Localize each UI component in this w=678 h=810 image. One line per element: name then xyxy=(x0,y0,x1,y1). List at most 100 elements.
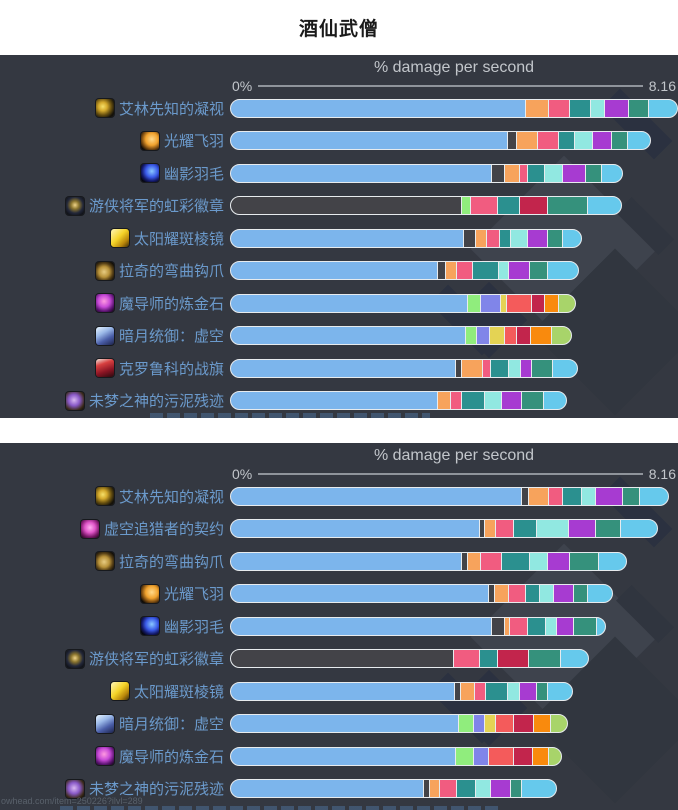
bar-segment-dark[interactable] xyxy=(455,682,460,700)
bar-segment-crimson[interactable] xyxy=(514,747,532,765)
bar-segment-sky[interactable] xyxy=(544,392,566,410)
bar-segment-pink[interactable] xyxy=(487,229,499,247)
bar-segment-orange[interactable] xyxy=(468,552,480,570)
bar-segment-purple[interactable] xyxy=(554,585,573,603)
trinket-label[interactable]: 虚空追猎者的契约 xyxy=(0,518,224,539)
bar-segment-teal[interactable] xyxy=(528,617,545,635)
bar-segment-salmon[interactable] xyxy=(507,294,531,312)
bar-segment-orange[interactable] xyxy=(495,585,508,603)
bar-segment-orange[interactable] xyxy=(505,617,509,635)
bar-segment-yellow[interactable] xyxy=(490,327,504,345)
bar-segment-purple[interactable] xyxy=(528,229,547,247)
bar-segment-ygreen[interactable] xyxy=(552,327,571,345)
bar-segment-purple[interactable] xyxy=(596,487,622,505)
bar-segment-teal2[interactable] xyxy=(574,617,596,635)
bar-segment-pink[interactable] xyxy=(451,392,461,410)
bar-segment-teal2[interactable] xyxy=(511,780,521,798)
trinket-label[interactable]: 拉奇的弯曲钩爪 xyxy=(0,551,224,572)
bar-segment-purple[interactable] xyxy=(548,552,569,570)
bar-segment-blue[interactable] xyxy=(231,780,423,798)
trinket-label[interactable]: 幽影羽毛 xyxy=(0,163,224,184)
bar-segment-orange[interactable] xyxy=(438,392,450,410)
trinket-label[interactable]: 光耀飞羽 xyxy=(0,130,224,151)
bar-segment-blue[interactable] xyxy=(231,520,479,538)
bar-segment-blue[interactable] xyxy=(231,715,458,733)
bar-segment-blue[interactable] xyxy=(231,132,507,150)
bar-segment-pink[interactable] xyxy=(496,520,513,538)
bar-segment-dark[interactable] xyxy=(424,780,429,798)
bar-segment-purple[interactable] xyxy=(563,164,585,182)
bar-segment-mint[interactable] xyxy=(582,487,595,505)
bar-segment-dark[interactable] xyxy=(231,650,453,668)
bar-segment-dark[interactable] xyxy=(464,229,475,247)
bar-segment-teal[interactable] xyxy=(559,132,574,150)
bar-segment-teal[interactable] xyxy=(491,359,508,377)
bar-segment-mint[interactable] xyxy=(540,585,553,603)
bar-segment-sky[interactable] xyxy=(649,99,677,117)
bar-segment-orange2[interactable] xyxy=(533,747,548,765)
bar-segment-salmon[interactable] xyxy=(505,327,516,345)
bar-segment-orange[interactable] xyxy=(529,487,548,505)
bar-segment-blue[interactable] xyxy=(231,392,437,410)
bar-segment-crimson[interactable] xyxy=(532,294,544,312)
bar-segment-periwinkle[interactable] xyxy=(474,715,484,733)
bar-segment-dark[interactable] xyxy=(480,520,484,538)
trinket-label[interactable]: 太阳耀斑棱镜 xyxy=(0,681,224,702)
bar-segment-green[interactable] xyxy=(456,747,473,765)
bar-segment-mint[interactable] xyxy=(575,132,592,150)
trinket-label[interactable]: 幽影羽毛 xyxy=(0,616,224,637)
trinket-label[interactable]: 太阳耀斑棱镜 xyxy=(0,228,224,249)
bar-segment-pink[interactable] xyxy=(457,262,472,280)
bar-segment-teal2[interactable] xyxy=(530,262,547,280)
bar-segment-mint[interactable] xyxy=(511,229,527,247)
bar-segment-teal[interactable] xyxy=(563,487,581,505)
bar-segment-sky[interactable] xyxy=(640,487,668,505)
bar-segment-blue[interactable] xyxy=(231,262,437,280)
bar-segment-periwinkle[interactable] xyxy=(477,327,489,345)
bar-segment-teal2[interactable] xyxy=(629,99,649,117)
bar-segment-teal2[interactable] xyxy=(586,164,601,182)
bar-segment-purple[interactable] xyxy=(502,392,521,410)
bar-segment-blue[interactable] xyxy=(231,359,455,377)
bar-segment-pink[interactable] xyxy=(510,617,527,635)
bar-segment-teal[interactable] xyxy=(526,585,539,603)
bar-segment-teal[interactable] xyxy=(473,262,498,280)
bar-segment-pink[interactable] xyxy=(520,164,527,182)
bar-segment-sky[interactable] xyxy=(628,132,650,150)
bar-segment-mint[interactable] xyxy=(476,780,490,798)
bar-segment-orange[interactable] xyxy=(517,132,537,150)
bar-segment-green[interactable] xyxy=(466,327,476,345)
bar-segment-purple[interactable] xyxy=(520,682,536,700)
bar-segment-pink[interactable] xyxy=(440,780,456,798)
bar-segment-purple[interactable] xyxy=(521,359,531,377)
bar-segment-crimson[interactable] xyxy=(514,715,533,733)
bar-segment-teal[interactable] xyxy=(498,197,519,215)
trinket-label[interactable]: 游侠将军的虹彩徽章 xyxy=(0,648,224,669)
bar-segment-sky[interactable] xyxy=(599,552,626,570)
bar-segment-ygreen[interactable] xyxy=(549,747,561,765)
bar-segment-pink[interactable] xyxy=(475,682,485,700)
bar-segment-blue[interactable] xyxy=(231,327,465,345)
bar-segment-teal2[interactable] xyxy=(596,520,620,538)
bar-segment-pink[interactable] xyxy=(471,197,497,215)
bar-segment-blue[interactable] xyxy=(231,552,461,570)
bar-segment-ygreen[interactable] xyxy=(559,294,575,312)
bar-segment-mint[interactable] xyxy=(508,682,519,700)
bar-segment-yellow[interactable] xyxy=(485,715,495,733)
trinket-label[interactable]: 游侠将军的虹彩徽章 xyxy=(0,195,224,216)
bar-segment-teal[interactable] xyxy=(514,520,536,538)
bar-segment-dark[interactable] xyxy=(438,262,445,280)
bar-segment-teal[interactable] xyxy=(502,552,529,570)
bar-segment-teal2[interactable] xyxy=(570,552,598,570)
bar-segment-pink[interactable] xyxy=(538,132,558,150)
bar-segment-sky[interactable] xyxy=(548,682,572,700)
bar-segment-blue[interactable] xyxy=(231,747,455,765)
trinket-label[interactable]: 魔导师的炼金石 xyxy=(0,293,224,314)
bar-segment-blue[interactable] xyxy=(231,99,526,117)
bar-segment-sky[interactable] xyxy=(553,359,577,377)
bar-segment-teal[interactable] xyxy=(528,164,544,182)
bar-segment-orange2[interactable] xyxy=(531,327,551,345)
bar-segment-teal2[interactable] xyxy=(522,392,543,410)
bar-segment-green[interactable] xyxy=(459,715,473,733)
trinket-label[interactable]: 魔导师的炼金石 xyxy=(0,746,224,767)
